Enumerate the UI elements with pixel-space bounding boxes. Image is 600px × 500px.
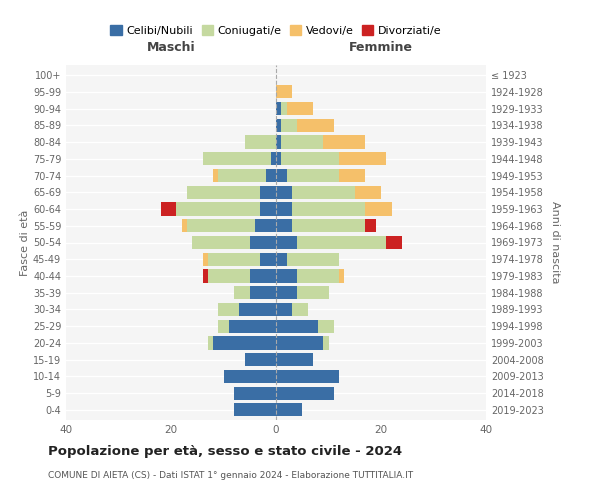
Bar: [245, 353, 276, 366]
Text: Maschi: Maschi: [146, 41, 196, 54]
Bar: [276, 336, 323, 349]
Bar: [218, 303, 239, 316]
Bar: [187, 219, 255, 232]
Bar: [218, 320, 229, 333]
Y-axis label: Fasce di età: Fasce di età: [20, 210, 30, 276]
Bar: [276, 102, 281, 115]
Bar: [234, 286, 250, 300]
Bar: [276, 119, 281, 132]
Bar: [276, 386, 334, 400]
Bar: [208, 336, 213, 349]
Bar: [292, 303, 308, 316]
Bar: [318, 320, 334, 333]
Bar: [276, 320, 318, 333]
Text: COMUNE DI AIETA (CS) - Dati ISTAT 1° gennaio 2024 - Elaborazione TUTTITALIA.IT: COMUNE DI AIETA (CS) - Dati ISTAT 1° gen…: [48, 470, 413, 480]
Bar: [276, 219, 292, 232]
Text: Popolazione per età, sesso e stato civile - 2024: Popolazione per età, sesso e stato civil…: [48, 445, 402, 458]
Bar: [213, 336, 276, 349]
Bar: [276, 136, 281, 148]
Bar: [276, 86, 292, 98]
Bar: [203, 152, 271, 166]
Bar: [276, 152, 281, 166]
Bar: [203, 252, 208, 266]
Bar: [292, 202, 365, 215]
Bar: [234, 386, 276, 400]
Bar: [292, 186, 355, 199]
Bar: [203, 270, 208, 282]
Bar: [239, 303, 276, 316]
Bar: [208, 270, 250, 282]
Bar: [355, 186, 381, 199]
Bar: [297, 236, 386, 249]
Bar: [192, 236, 250, 249]
Bar: [208, 252, 260, 266]
Bar: [297, 119, 334, 132]
Bar: [250, 270, 276, 282]
Bar: [229, 320, 276, 333]
Bar: [223, 370, 276, 383]
Bar: [245, 136, 276, 148]
Bar: [276, 270, 297, 282]
Bar: [297, 270, 339, 282]
Bar: [250, 236, 276, 249]
Bar: [276, 286, 297, 300]
Bar: [276, 353, 313, 366]
Bar: [276, 303, 292, 316]
Y-axis label: Anni di nascita: Anni di nascita: [550, 201, 560, 284]
Bar: [276, 186, 292, 199]
Legend: Celibi/Nubili, Coniugati/e, Vedovi/e, Divorziati/e: Celibi/Nubili, Coniugati/e, Vedovi/e, Di…: [106, 21, 446, 40]
Bar: [255, 219, 276, 232]
Bar: [276, 252, 287, 266]
Bar: [187, 186, 260, 199]
Bar: [276, 202, 292, 215]
Bar: [323, 136, 365, 148]
Bar: [234, 404, 276, 416]
Bar: [281, 152, 339, 166]
Bar: [287, 252, 339, 266]
Bar: [365, 219, 376, 232]
Bar: [218, 169, 265, 182]
Bar: [276, 404, 302, 416]
Bar: [213, 169, 218, 182]
Bar: [276, 236, 297, 249]
Bar: [386, 236, 402, 249]
Bar: [287, 169, 339, 182]
Bar: [161, 202, 176, 215]
Bar: [176, 202, 260, 215]
Bar: [281, 102, 287, 115]
Bar: [339, 270, 344, 282]
Bar: [365, 202, 392, 215]
Bar: [339, 152, 386, 166]
Bar: [281, 119, 297, 132]
Bar: [287, 102, 313, 115]
Bar: [297, 286, 329, 300]
Bar: [260, 202, 276, 215]
Bar: [182, 219, 187, 232]
Bar: [339, 169, 365, 182]
Bar: [260, 186, 276, 199]
Bar: [250, 286, 276, 300]
Bar: [276, 169, 287, 182]
Bar: [281, 136, 323, 148]
Text: Femmine: Femmine: [349, 41, 413, 54]
Bar: [265, 169, 276, 182]
Bar: [292, 219, 365, 232]
Bar: [276, 370, 339, 383]
Bar: [323, 336, 329, 349]
Bar: [260, 252, 276, 266]
Bar: [271, 152, 276, 166]
